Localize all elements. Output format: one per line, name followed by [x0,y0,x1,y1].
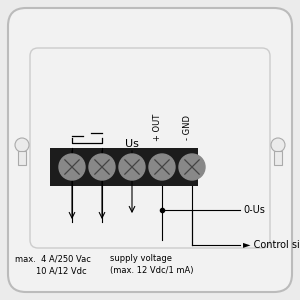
Text: 0-Us: 0-Us [243,205,265,215]
FancyBboxPatch shape [30,48,270,248]
Text: 10 A/12 Vdc: 10 A/12 Vdc [15,266,87,275]
Text: - GND: - GND [183,115,192,140]
Circle shape [271,138,285,152]
Circle shape [179,154,205,180]
Circle shape [119,154,145,180]
Bar [18,151,26,165]
Circle shape [149,154,175,180]
Text: max.  4 A/250 Vac: max. 4 A/250 Vac [15,254,91,263]
Circle shape [15,138,29,152]
Text: (max. 12 Vdc/1 mA): (max. 12 Vdc/1 mA) [110,266,194,275]
Circle shape [89,154,115,180]
Text: + OUT: + OUT [153,113,162,141]
FancyBboxPatch shape [8,8,292,292]
Bar [274,151,282,165]
Text: ► Control signal: ► Control signal [243,240,300,250]
Circle shape [59,154,85,180]
Text: supply voltage: supply voltage [110,254,172,263]
Bar [50,148,198,186]
Text: Us: Us [125,139,139,149]
